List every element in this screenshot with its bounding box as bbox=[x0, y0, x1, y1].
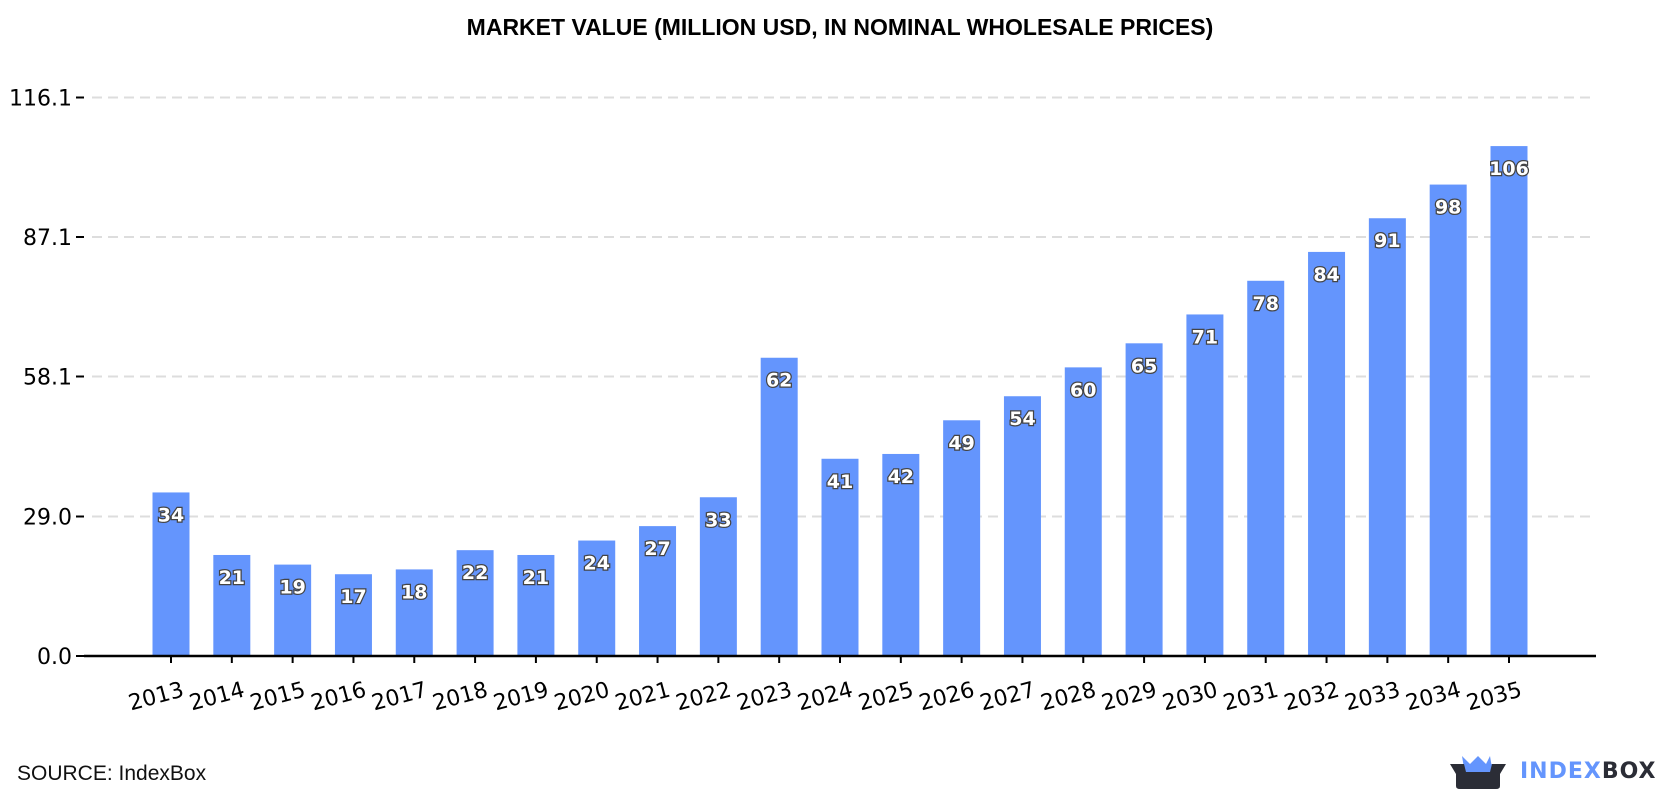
data-label: 106 bbox=[1489, 158, 1529, 180]
x-tick-label: 2024 bbox=[795, 678, 856, 717]
bar-2033 bbox=[1368, 218, 1406, 656]
y-tick-label: 116.1 bbox=[9, 87, 72, 112]
bar-2018 bbox=[456, 550, 494, 656]
x-tick-label: 2013 bbox=[126, 678, 187, 717]
y-tick-label: 58.1 bbox=[23, 366, 72, 391]
bar-2013 bbox=[152, 492, 190, 656]
data-label: 78 bbox=[1253, 293, 1279, 315]
x-tick-label: 2016 bbox=[308, 678, 369, 717]
x-tick-label: 2023 bbox=[734, 678, 795, 717]
bar-2022 bbox=[699, 497, 737, 656]
x-tick-label: 2034 bbox=[1403, 678, 1464, 717]
bar-2030 bbox=[1186, 314, 1224, 656]
bar-2025 bbox=[882, 453, 920, 656]
data-label: 17 bbox=[340, 586, 366, 608]
x-tick-label: 2025 bbox=[856, 678, 917, 717]
source-note: SOURCE: IndexBox bbox=[17, 762, 207, 785]
data-label: 84 bbox=[1313, 264, 1339, 286]
box-logo-icon bbox=[1450, 756, 1506, 789]
indexbox-logo: INDEXBOX bbox=[1450, 752, 1657, 790]
x-tick-label: 2018 bbox=[430, 678, 491, 717]
data-label: 98 bbox=[1435, 197, 1461, 219]
data-label: 62 bbox=[766, 370, 792, 392]
bar-2016 bbox=[334, 574, 372, 656]
bar-2026 bbox=[943, 420, 981, 656]
x-tick-label: 2031 bbox=[1221, 678, 1282, 717]
data-label: 22 bbox=[462, 562, 488, 584]
data-label: 27 bbox=[644, 538, 670, 560]
bar-2024 bbox=[821, 458, 859, 656]
logo-text-index: INDEX bbox=[1520, 758, 1602, 784]
chart-title: MARKET VALUE (MILLION USD, IN NOMINAL WH… bbox=[466, 14, 1214, 40]
x-tick-label: 2015 bbox=[248, 678, 309, 717]
x-tick-label: 2030 bbox=[1160, 678, 1221, 717]
data-label: 33 bbox=[705, 509, 731, 531]
bar-2031 bbox=[1247, 280, 1285, 656]
data-label: 60 bbox=[1070, 379, 1096, 401]
data-label: 54 bbox=[1009, 408, 1035, 430]
bar-2032 bbox=[1308, 251, 1346, 657]
logo-text-box: BOX bbox=[1601, 758, 1657, 784]
bar-2014 bbox=[213, 554, 251, 656]
data-label: 19 bbox=[279, 577, 305, 599]
bar-2020 bbox=[578, 540, 616, 656]
bar-2015 bbox=[274, 564, 312, 656]
x-tick-label: 2035 bbox=[1464, 678, 1525, 717]
y-tick-label: 0.0 bbox=[37, 645, 72, 670]
y-tick-label: 87.1 bbox=[23, 226, 72, 251]
bar-2027 bbox=[1003, 396, 1041, 656]
x-tick-label: 2032 bbox=[1282, 678, 1343, 717]
bar-2023 bbox=[760, 357, 798, 656]
x-tick-label: 2021 bbox=[613, 678, 674, 717]
data-label: 49 bbox=[948, 432, 974, 454]
data-label: 42 bbox=[888, 466, 914, 488]
x-tick-label: 2019 bbox=[491, 678, 552, 717]
x-tick-label: 2027 bbox=[977, 678, 1038, 717]
bar-2034 bbox=[1429, 184, 1467, 657]
x-tick-label: 2020 bbox=[552, 678, 613, 717]
x-tick-label: 2028 bbox=[1038, 678, 1099, 717]
bar-2019 bbox=[517, 554, 555, 656]
x-tick-label: 2022 bbox=[673, 678, 734, 717]
x-tick-label: 2014 bbox=[187, 678, 248, 717]
bar-2021 bbox=[639, 526, 677, 656]
bar-2028 bbox=[1064, 367, 1102, 656]
x-tick-label: 2026 bbox=[917, 678, 978, 717]
data-label: 91 bbox=[1374, 230, 1400, 252]
data-label: 41 bbox=[827, 471, 853, 493]
data-label: 65 bbox=[1131, 355, 1157, 377]
x-tick-label: 2017 bbox=[369, 678, 430, 717]
data-label: 34 bbox=[158, 504, 184, 526]
data-label: 21 bbox=[219, 567, 245, 589]
bar-2029 bbox=[1125, 343, 1163, 656]
data-label: 18 bbox=[401, 581, 427, 603]
data-label: 24 bbox=[584, 553, 610, 575]
y-tick-label: 29.0 bbox=[23, 505, 72, 530]
logo-text: INDEXBOX bbox=[1520, 759, 1657, 784]
bar-2017 bbox=[395, 569, 433, 656]
data-label: 71 bbox=[1192, 326, 1218, 348]
data-label: 21 bbox=[523, 567, 549, 589]
x-tick-label: 2029 bbox=[1099, 678, 1160, 717]
bar-2035 bbox=[1490, 146, 1528, 657]
x-tick-label: 2033 bbox=[1342, 678, 1403, 717]
